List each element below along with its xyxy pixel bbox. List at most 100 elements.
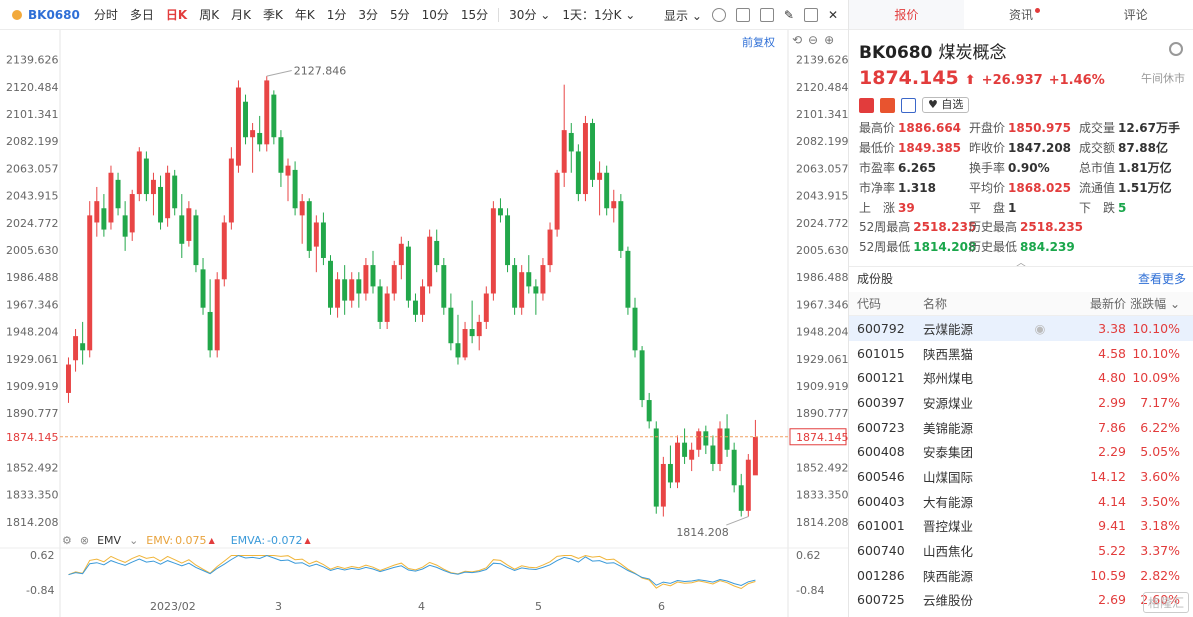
price-up-arrow-icon: ⬆ bbox=[964, 73, 976, 88]
row-name: 安泰集团 bbox=[923, 445, 974, 461]
col-pct[interactable]: 涨跌幅 ⌄ bbox=[1130, 297, 1180, 311]
adjust-toggle[interactable]: 前复权 bbox=[742, 36, 775, 49]
table-row[interactable]: 601015 陕西黑猫 4.58 10.10% bbox=[849, 341, 1193, 366]
y-tick-right: 2024.772 bbox=[796, 217, 848, 230]
period-tab[interactable]: 15分 bbox=[460, 8, 489, 22]
row-name: 郑州煤电 bbox=[923, 371, 974, 387]
candle-body bbox=[696, 431, 702, 450]
table-row[interactable]: 601001 晋控煤业 9.41 3.18% bbox=[849, 514, 1193, 539]
symbol-code: BK0680 bbox=[28, 7, 80, 22]
row-pct: 6.22% bbox=[1140, 419, 1180, 435]
row-price: 7.86 bbox=[1098, 419, 1126, 435]
candle-body bbox=[646, 400, 652, 422]
indicator-settings-icon[interactable]: ⚙ bbox=[62, 534, 72, 547]
stat-label: 开盘价 bbox=[969, 121, 1006, 135]
table-row[interactable]: 600740 山西焦化 5.22 3.37% bbox=[849, 538, 1193, 563]
period-tab[interactable]: 周K bbox=[199, 8, 220, 22]
row-name: 山西焦化 bbox=[923, 544, 974, 560]
table-row[interactable]: 600723 美锦能源 7.86 6.22% bbox=[849, 415, 1193, 440]
stat-item: 上 涨 39 bbox=[859, 199, 969, 216]
y-tick-left: 2043.915 bbox=[6, 190, 59, 203]
period-tab[interactable]: 10分 bbox=[421, 8, 449, 22]
row-name: 大有能源 bbox=[923, 494, 974, 510]
runner-icon[interactable] bbox=[880, 97, 895, 113]
candle-body bbox=[80, 343, 86, 351]
candle-body bbox=[384, 293, 390, 322]
table-row[interactable]: 001286 陕西能源 10.59 2.82% bbox=[849, 563, 1193, 588]
index-code: BK0680 bbox=[859, 43, 933, 63]
components-title: 成份股 bbox=[857, 272, 894, 286]
y-tick-right: 2043.915 bbox=[796, 190, 848, 203]
period-tab[interactable]: 多日 bbox=[129, 8, 154, 22]
emv-line bbox=[68, 554, 756, 590]
kline-svg[interactable]: 2139.626 2139.626 2120.484 2120.484 2101.341… bbox=[0, 30, 848, 617]
stat-value: 2518.235 bbox=[913, 220, 977, 234]
y-tick-right: 2101.341 bbox=[796, 108, 848, 121]
toolbar-divider bbox=[498, 7, 500, 22]
symbol-selector[interactable]: BK0680 bbox=[0, 8, 88, 22]
period-tab[interactable]: 年K bbox=[294, 8, 315, 22]
table-row[interactable]: 600408 安泰集团 2.29 5.05% bbox=[849, 439, 1193, 464]
period-tab[interactable]: 分时 bbox=[93, 8, 118, 22]
draw-icon[interactable]: ✎ bbox=[783, 8, 794, 22]
tab-comments-label: 评论 bbox=[1123, 8, 1148, 22]
candle-body bbox=[660, 463, 666, 507]
candle-body bbox=[476, 321, 482, 337]
candle-body bbox=[101, 208, 107, 230]
indicator-close-icon[interactable]: ⊗ bbox=[79, 534, 90, 547]
period-tab[interactable]: 5分 bbox=[389, 8, 410, 22]
tab-quote-label: 报价 bbox=[894, 8, 919, 22]
period-tab[interactable]: 3分 bbox=[358, 8, 378, 22]
table-row[interactable]: 600403 大有能源 4.14 3.50% bbox=[849, 489, 1193, 514]
candle-body bbox=[172, 175, 178, 209]
close-icon[interactable]: ✕ bbox=[827, 8, 838, 22]
period-tab[interactable]: 月K bbox=[231, 8, 251, 22]
view-more-link[interactable]: 查看更多 bbox=[1137, 272, 1186, 286]
display-menu[interactable]: 显示 ⌄ bbox=[664, 8, 702, 23]
kline-chart[interactable]: 2139.626 2139.626 2120.484 2120.484 2101.341… bbox=[0, 30, 848, 617]
settings-icon[interactable] bbox=[711, 8, 726, 22]
indicator-name[interactable]: EMV bbox=[97, 534, 122, 547]
add-favorite-button[interactable]: ♥ 自选 bbox=[922, 97, 970, 113]
gear-icon[interactable] bbox=[1169, 42, 1183, 56]
stat-label: 上 涨 bbox=[859, 201, 896, 215]
tab-news[interactable]: 资讯 bbox=[964, 0, 1079, 29]
period-tab[interactable]: 日K bbox=[165, 8, 188, 22]
indicator-dropdown-icon[interactable]: ⌄ bbox=[129, 534, 139, 547]
checkbox-icon[interactable] bbox=[735, 8, 750, 22]
price-change: +26.937 bbox=[981, 73, 1043, 88]
stat-item: 成交额 87.88亿 bbox=[1079, 139, 1193, 156]
candle-body bbox=[143, 158, 149, 195]
row-price: 5.22 bbox=[1098, 543, 1126, 559]
candle-body bbox=[462, 329, 468, 358]
period-tab[interactable]: 季K bbox=[262, 8, 283, 22]
collapse-icon[interactable]: ︿ bbox=[1016, 258, 1026, 269]
candle-body bbox=[675, 442, 680, 483]
stat-value: 1847.208 bbox=[1008, 141, 1072, 155]
candle-body bbox=[745, 459, 751, 511]
table-row[interactable]: 600397 安源煤业 2.99 7.17% bbox=[849, 390, 1193, 415]
x-axis-label: 5 bbox=[535, 600, 542, 613]
row-code: 600740 bbox=[857, 543, 905, 559]
emv-value: 0.075 bbox=[175, 534, 207, 547]
fullscreen-icon[interactable] bbox=[803, 8, 818, 22]
zoom-controls[interactable]: ⟲⊖⊕ bbox=[792, 33, 841, 47]
row-pct: 5.05% bbox=[1140, 444, 1180, 460]
candle-body bbox=[632, 307, 638, 351]
row-code: 600397 bbox=[857, 394, 905, 410]
period-tab[interactable]: 1天：1分K ⌄ bbox=[562, 8, 636, 22]
candle-body bbox=[320, 222, 326, 258]
table-row[interactable]: 600546 山煤国际 14.12 3.60% bbox=[849, 464, 1193, 489]
tab-comments[interactable]: 评论 bbox=[1078, 0, 1193, 29]
period-tab[interactable]: 30分 ⌄ bbox=[509, 8, 551, 22]
x-axis-label: 4 bbox=[418, 600, 425, 613]
period-tab[interactable]: 1分 bbox=[326, 8, 347, 22]
table-row[interactable]: 600792 云煤能源 ◉ 3.38 10.10% bbox=[849, 316, 1193, 341]
stat-item: 52周最低 1814.208 bbox=[859, 238, 976, 255]
camera-icon[interactable] bbox=[759, 8, 774, 22]
doc-icon[interactable] bbox=[901, 97, 916, 113]
col-price[interactable]: 最新价 bbox=[1089, 297, 1126, 311]
table-row[interactable]: 600121 郑州煤电 4.80 10.09% bbox=[849, 365, 1193, 390]
tab-quote[interactable]: 报价 bbox=[849, 0, 964, 29]
table-row[interactable]: 600725 云维股份 2.69 2.60% bbox=[849, 588, 1193, 613]
